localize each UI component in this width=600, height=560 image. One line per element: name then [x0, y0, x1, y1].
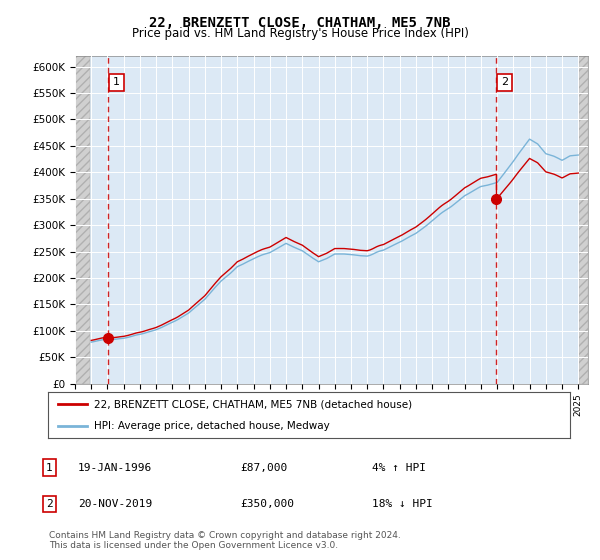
Text: Price paid vs. HM Land Registry's House Price Index (HPI): Price paid vs. HM Land Registry's House …	[131, 27, 469, 40]
Text: 2: 2	[46, 499, 53, 509]
Text: £350,000: £350,000	[240, 499, 294, 509]
Text: HPI: Average price, detached house, Medway: HPI: Average price, detached house, Medw…	[94, 421, 329, 431]
Text: 20-NOV-2019: 20-NOV-2019	[78, 499, 152, 509]
Text: 2: 2	[500, 77, 508, 87]
Text: 22, BRENZETT CLOSE, CHATHAM, ME5 7NB: 22, BRENZETT CLOSE, CHATHAM, ME5 7NB	[149, 16, 451, 30]
Text: Contains HM Land Registry data © Crown copyright and database right 2024.
This d: Contains HM Land Registry data © Crown c…	[49, 531, 401, 550]
Text: 1: 1	[113, 77, 120, 87]
Text: 4% ↑ HPI: 4% ↑ HPI	[372, 463, 426, 473]
Text: 22, BRENZETT CLOSE, CHATHAM, ME5 7NB (detached house): 22, BRENZETT CLOSE, CHATHAM, ME5 7NB (de…	[94, 399, 412, 409]
Text: £87,000: £87,000	[240, 463, 287, 473]
Text: 18% ↓ HPI: 18% ↓ HPI	[372, 499, 433, 509]
Text: 1: 1	[46, 463, 53, 473]
Text: 19-JAN-1996: 19-JAN-1996	[78, 463, 152, 473]
